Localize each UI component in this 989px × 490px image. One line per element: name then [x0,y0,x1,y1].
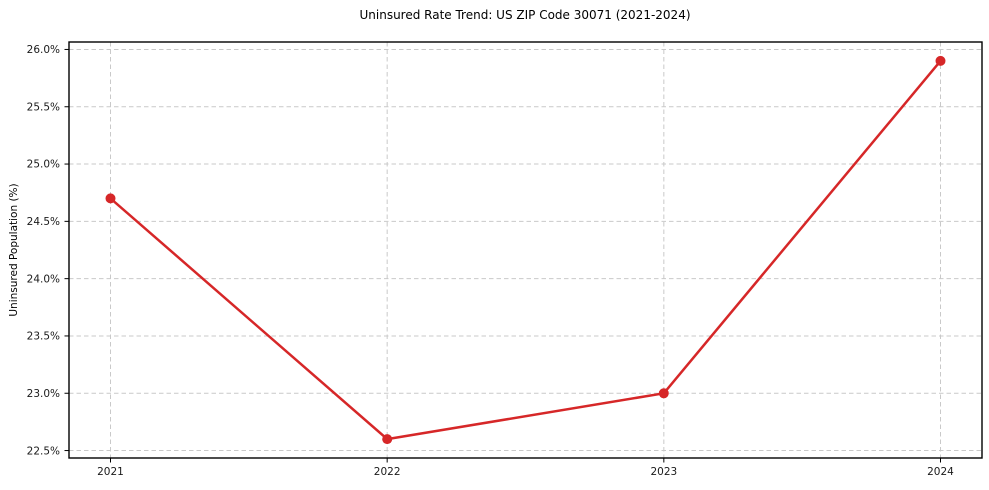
y-tick-label: 26.0% [27,44,60,56]
x-tick-label: 2022 [374,466,401,478]
data-point-2023 [658,388,669,399]
y-tick-label: 23.0% [27,388,60,400]
y-tick-label: 24.0% [27,273,60,285]
data-point-2024 [935,55,946,66]
x-tick-label: 2023 [650,466,677,478]
plot-border [68,41,983,459]
x-tick-label: 2021 [97,466,124,478]
y-axis-label: Uninsured Population (%) [8,183,20,316]
grid-layer [69,42,982,458]
trend-line [109,59,942,441]
x-tick-label: 2024 [927,466,954,478]
y-tick-label: 23.5% [27,331,60,343]
y-tick-label: 25.0% [27,159,60,171]
series-layer [105,55,946,445]
y-tick-label: 25.5% [27,101,60,113]
y-tick-label: 24.5% [27,216,60,228]
data-point-2022 [382,434,393,445]
data-point-2021 [105,193,116,204]
y-tick-label: 22.5% [27,445,60,457]
axes-layer: 22.5% 23.0% 23.5% 24.0% 24.5% 25.0% 25.5% 26.0%… [27,41,983,478]
chart-title: Uninsured Rate Trend: US ZIP Code 30071 … [359,8,690,22]
